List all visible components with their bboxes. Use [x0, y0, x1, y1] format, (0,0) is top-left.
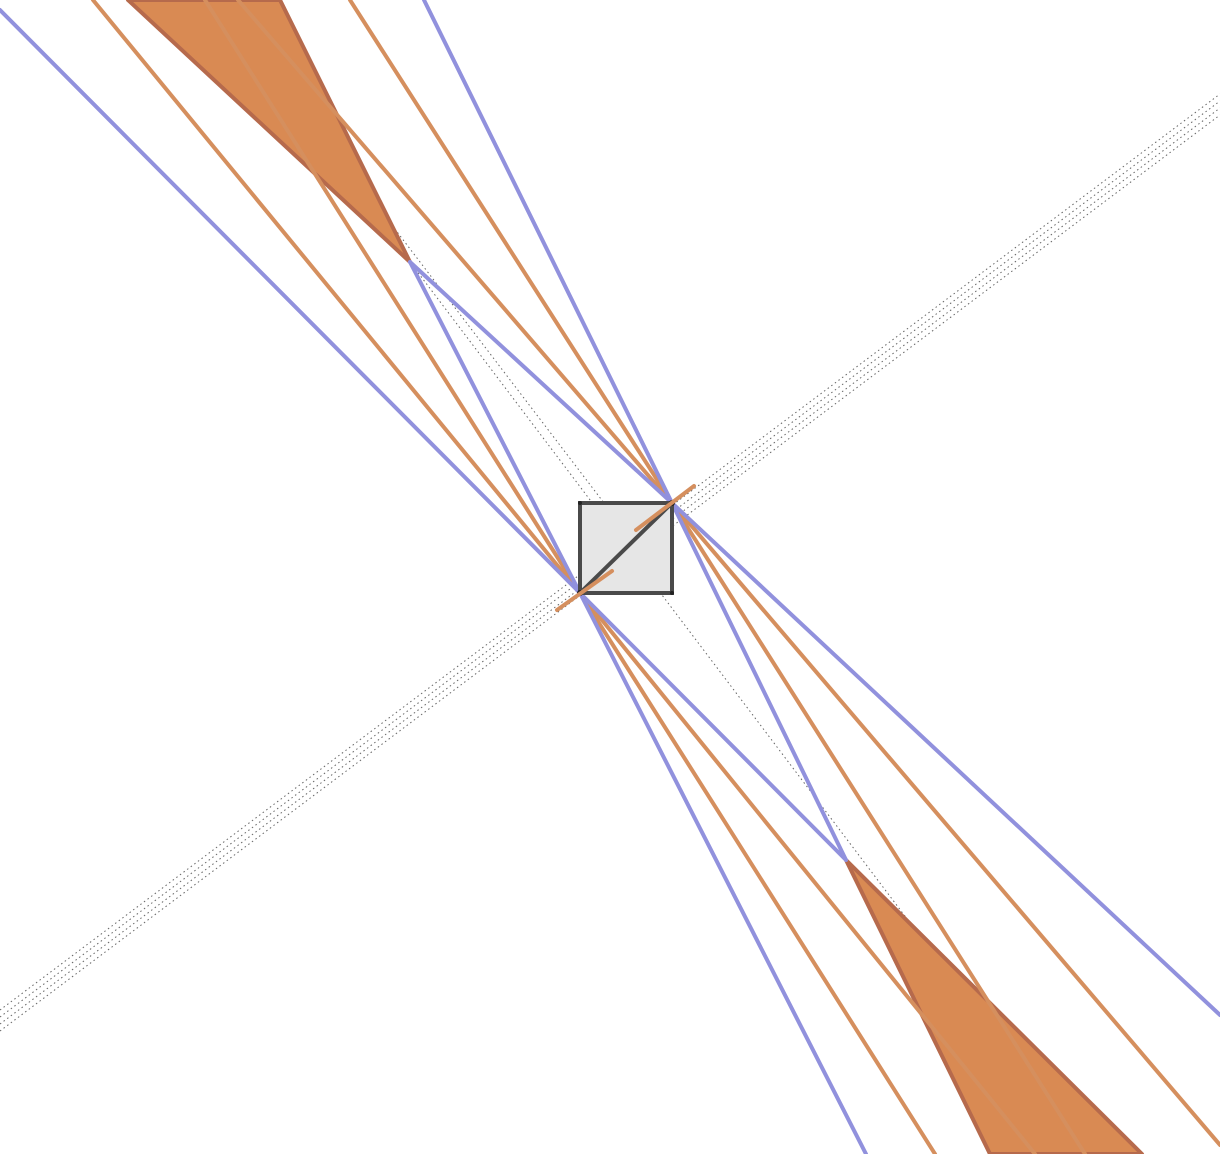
- upper-wedge: [126, 0, 412, 264]
- blue-line-2: [422, 0, 674, 505]
- blue-line-8: [670, 501, 1220, 1017]
- blue-line-1: [0, 8, 582, 595]
- orange-line-8: [670, 501, 1220, 1147]
- orange-line-6: [578, 591, 1037, 1154]
- blue-line-7: [670, 501, 848, 862]
- orange-line-7: [670, 501, 1087, 1154]
- orange-line-4: [348, 0, 674, 505]
- vertex-point-bottom-right[interactable]: [670, 591, 674, 595]
- blue-line-4: [408, 260, 674, 505]
- blue-line-3: [408, 260, 582, 595]
- orange-line-3: [236, 0, 674, 505]
- blue-line-6: [578, 591, 848, 862]
- orange-line-5: [578, 591, 937, 1154]
- orange-line-1: [91, 0, 582, 595]
- blue-line-5: [578, 591, 868, 1154]
- orange-ticks: [555, 484, 696, 612]
- central-square-group: [577, 500, 675, 596]
- orange-tick-bottom-left: [555, 569, 614, 612]
- orange-lines: [91, 0, 1220, 1154]
- square-diagonal: [578, 501, 674, 595]
- orange-tick-top-right: [634, 484, 696, 532]
- vertex-point-top-left[interactable]: [578, 501, 582, 505]
- orange-line-2: [203, 0, 582, 595]
